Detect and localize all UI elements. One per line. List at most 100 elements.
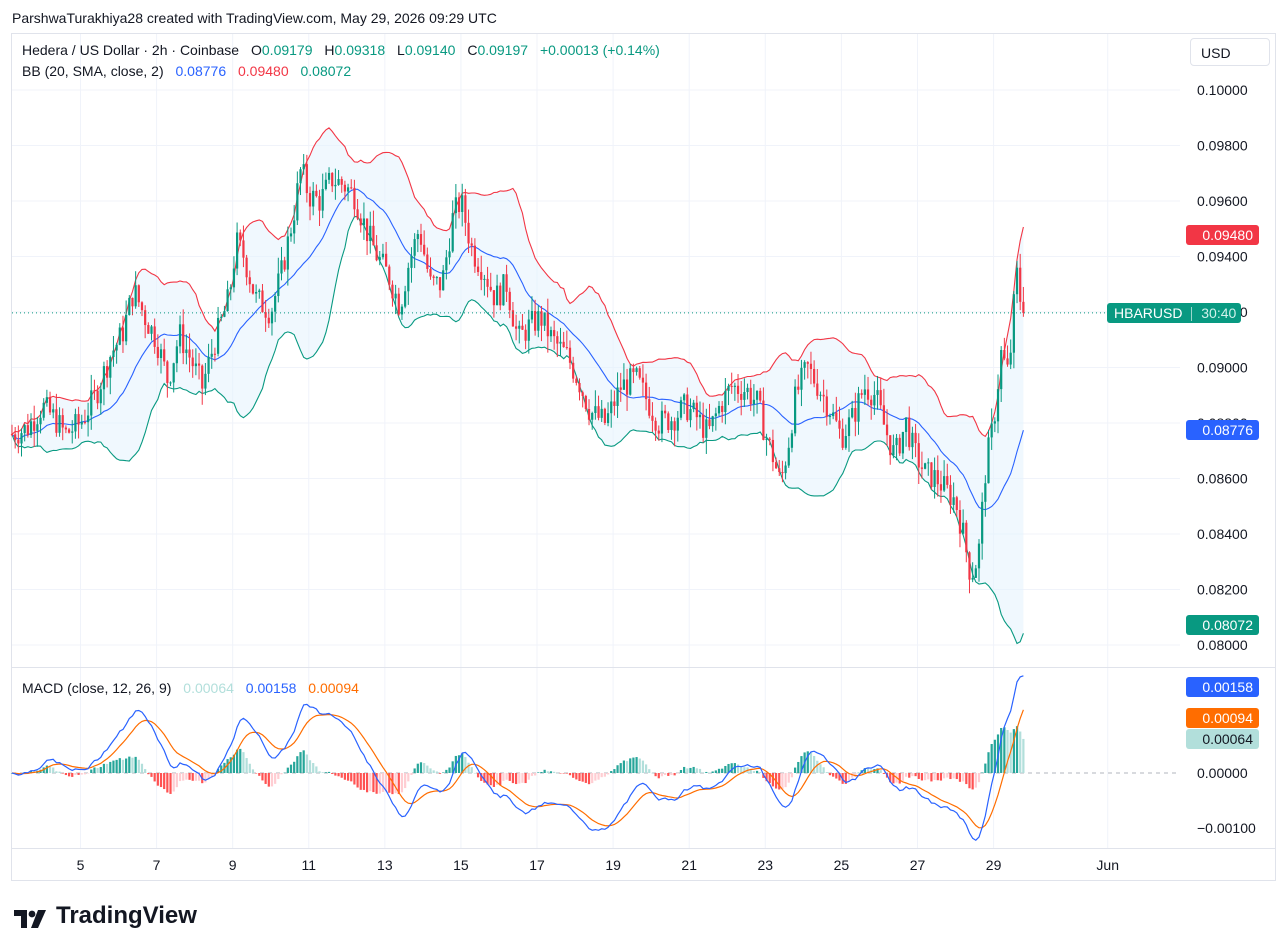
macd-hist-bar xyxy=(740,766,743,773)
macd-hist-bar xyxy=(248,763,251,773)
candle-body xyxy=(898,437,901,454)
candle-body xyxy=(416,234,419,240)
candle-body xyxy=(93,390,96,392)
time-tick-label: Jun xyxy=(1096,857,1119,873)
macd-hist-bar xyxy=(445,769,448,773)
bb-legend[interactable]: BB (20, SMA, close, 2) 0.08776 0.09480 0… xyxy=(22,63,351,79)
candle-body xyxy=(178,324,182,347)
macd-hist-bar xyxy=(321,772,324,773)
macd-hist-bar xyxy=(816,760,819,773)
candle-body xyxy=(505,274,508,292)
macd-hist-bar xyxy=(698,768,702,773)
macd-hist-bar xyxy=(613,769,616,773)
currency-button[interactable]: USD xyxy=(1190,38,1270,66)
macd-hist-bar xyxy=(331,773,334,774)
macd-hist-bar xyxy=(245,758,248,773)
candle-body xyxy=(1015,267,1019,295)
bb-fill-area xyxy=(12,127,1024,644)
candle-body xyxy=(610,401,613,414)
macd-hist-bar xyxy=(359,773,362,790)
candle-body xyxy=(717,405,721,414)
candle-body xyxy=(835,412,838,421)
candle-body xyxy=(112,350,115,357)
candle-body xyxy=(128,297,131,315)
macd-hist-bar xyxy=(58,771,61,773)
macd-hist-bar xyxy=(714,770,717,773)
candle-body xyxy=(793,386,797,434)
candle-body xyxy=(77,414,80,425)
candle-body xyxy=(74,414,77,432)
candle-body xyxy=(492,290,496,306)
macd-hist-bar xyxy=(683,766,686,773)
macd-line xyxy=(11,675,1024,841)
candlesticks xyxy=(10,153,1025,594)
macd-hist-bar xyxy=(150,773,153,777)
candle-body xyxy=(480,272,483,280)
macd-hist-bar xyxy=(147,773,150,775)
candle-body xyxy=(356,209,359,219)
candle-body xyxy=(543,312,546,326)
signal-price-tag: 0.00094 xyxy=(1186,708,1259,728)
candle-body xyxy=(1012,294,1015,353)
macd-hist-bar xyxy=(565,773,568,774)
macd-hist-bar xyxy=(813,755,816,773)
macd-hist-bar xyxy=(629,758,632,773)
candle-body xyxy=(990,423,993,438)
open-value: 0.09179 xyxy=(261,42,313,58)
macd-hist-bar xyxy=(80,773,83,775)
macd-hist-bar xyxy=(337,773,340,777)
tradingview-logo[interactable]: TradingView xyxy=(14,902,197,930)
macd-hist-bar xyxy=(394,773,397,794)
candle-body xyxy=(809,363,813,369)
time-tick-label: 21 xyxy=(681,857,697,873)
candle-body xyxy=(841,428,844,448)
candle-body xyxy=(578,382,581,393)
candle-body xyxy=(965,522,968,553)
macd-hist-bar xyxy=(904,773,908,777)
symbol-title: Hedera / US Dollar · 2h · Coinbase xyxy=(22,42,240,58)
candle-body xyxy=(318,196,321,211)
macd-hist-bar xyxy=(486,773,489,785)
macd-hist-bar xyxy=(987,752,990,773)
candle-body xyxy=(144,310,147,326)
macd-hist-bar xyxy=(670,773,673,776)
macd-hist-bar xyxy=(521,773,524,783)
macd-hist-bar xyxy=(578,773,581,781)
candle-body xyxy=(914,432,917,444)
candle-body xyxy=(391,284,394,299)
candle-body xyxy=(765,438,768,440)
candle-body xyxy=(125,314,128,342)
macd-hist-bar xyxy=(1000,727,1003,773)
candle-body xyxy=(204,373,207,389)
candle-body xyxy=(708,419,711,427)
candle-body xyxy=(289,233,293,237)
bb-upper-price-tag: 0.09480 xyxy=(1186,225,1259,245)
candle-body xyxy=(476,266,480,273)
macd-hist-bar xyxy=(194,773,197,781)
macd-hist-bar xyxy=(819,764,822,773)
macd-hist-bar xyxy=(29,770,33,773)
macd-hist-bar xyxy=(838,773,841,781)
candle-body xyxy=(201,365,204,389)
macd-hist-bar xyxy=(182,773,185,781)
candle-body xyxy=(423,244,426,255)
candle-body xyxy=(102,366,106,390)
time-tick-label: 7 xyxy=(153,857,161,873)
symbol-tag-text: HBARUSD xyxy=(1114,305,1183,321)
macd-hist-bar xyxy=(385,773,388,792)
candle-body xyxy=(755,390,759,400)
candle-body xyxy=(752,399,755,405)
macd-hist-bar xyxy=(923,773,927,781)
candle-body xyxy=(641,377,645,383)
candle-body xyxy=(321,189,324,211)
macd-hist-bar xyxy=(229,757,232,773)
candle-body xyxy=(385,253,388,267)
candle-body xyxy=(603,408,606,424)
macd-hist-bar xyxy=(667,773,670,776)
candle-body xyxy=(331,172,334,187)
macd-hist-bar xyxy=(381,773,385,792)
macd-hist-bar xyxy=(397,773,400,795)
macd-legend[interactable]: MACD (close, 12, 26, 9) 0.00064 0.00158 … xyxy=(22,680,359,696)
price-tick-label: 0.08200 xyxy=(1197,582,1248,598)
